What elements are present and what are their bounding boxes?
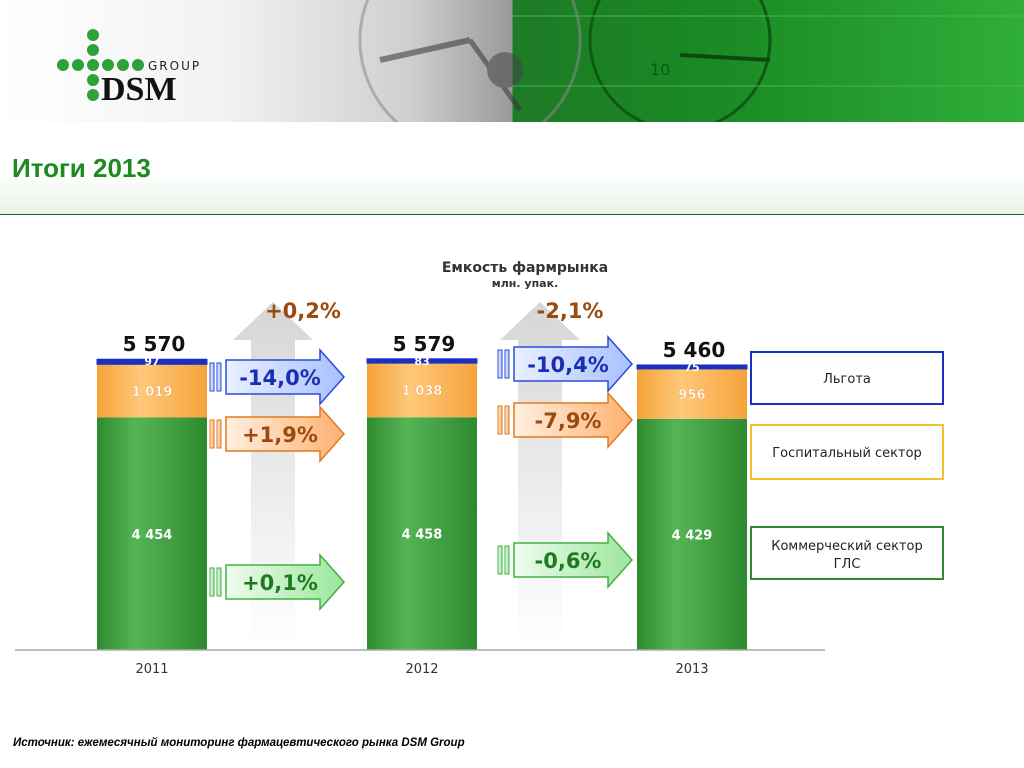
arrow-stripe	[497, 545, 503, 575]
bar-hospital-2011	[97, 364, 207, 418]
bar-commercial-2011	[97, 417, 207, 650]
arrow-stripe	[209, 567, 215, 597]
change-arrow-hospital	[513, 391, 634, 449]
arrow-stripe	[216, 567, 222, 597]
logo-dots-icon	[57, 29, 144, 101]
x-tick-2012: 2012	[405, 662, 438, 677]
total-label-2013: 5 460	[663, 338, 726, 362]
change-label-benefit: -10,4%	[527, 353, 609, 377]
logo-sub: GROUP	[148, 59, 201, 73]
clock-decoration-right: 10	[512, 0, 1024, 122]
arrow-stripe	[504, 405, 510, 435]
chart-subtitle: млн. упак.	[492, 277, 559, 290]
logo-word: DSM	[101, 71, 177, 108]
legend: Льгота Госпитальный сектор Коммерческий се…	[750, 351, 944, 580]
data-label-hospital-2013: 956	[678, 388, 705, 403]
x-tick-labels: 2011 2012 2013	[135, 662, 708, 677]
change-arrow-benefit	[513, 335, 634, 393]
total-change-label: +0,2%	[265, 299, 341, 323]
svg-text:10: 10	[650, 60, 670, 79]
x-tick-2011: 2011	[135, 662, 168, 677]
arrow-stripe	[497, 349, 503, 379]
arrow-stripe	[209, 419, 215, 449]
legend-box-hospital	[750, 424, 944, 480]
bar-benefit-2013	[636, 364, 748, 370]
data-label-commercial-2011: 4 454	[132, 528, 173, 543]
total-label-2011: 5 570	[123, 332, 186, 356]
page-title: Итоги 2013	[12, 153, 151, 183]
data-label-hospital-2011: 1 019	[132, 385, 173, 400]
x-tick-2013: 2013	[675, 662, 708, 677]
bar-hospital-2012	[367, 363, 477, 418]
legend-box-commercial	[750, 526, 944, 580]
header-banner: 10 GROUP DSM	[0, 0, 1024, 122]
arrow-stripe	[216, 362, 222, 392]
total-change-label: -2,1%	[537, 299, 604, 323]
bar-benefit-2011	[96, 358, 208, 365]
change-arrow-commercial	[513, 531, 634, 589]
change-arrow-hospital	[225, 405, 346, 463]
data-label-hospital-2012: 1 038	[402, 384, 443, 399]
arrow-stripe	[504, 349, 510, 379]
legend-label-hospital: Госпитальный сектор	[772, 446, 922, 461]
bar-commercial-2013	[637, 418, 747, 650]
dsm-logo: GROUP DSM	[57, 29, 201, 108]
market-capacity-chart: Емкость фармрынка млн. упак. +0,2% -2,1% …	[15, 260, 944, 677]
segment-change-arrows: -14,0% +1,9% +0,1% -10,4% -7,9% -0,6%	[209, 335, 634, 611]
data-label-benefit-2012: 83	[414, 355, 429, 368]
title-band	[0, 122, 1024, 215]
legend-box-benefit	[750, 351, 944, 405]
bar-hospital-2013	[637, 368, 747, 419]
bar-benefit-2012	[366, 358, 478, 364]
data-label-benefit-2013: 75	[684, 361, 699, 374]
change-arrow-benefit	[225, 348, 346, 406]
total-label-2012: 5 579	[393, 332, 456, 356]
change-label-hospital: +1,9%	[242, 423, 318, 447]
change-label-commercial: -0,6%	[535, 549, 602, 573]
change-label-hospital: -7,9%	[535, 409, 602, 433]
arrow-stripe	[216, 419, 222, 449]
legend-label-commercial: Коммерческий сектор ГЛС	[771, 539, 923, 572]
bars: 4 454 1 019 975 570 4 458 1 038 835 579 4 429 9…	[96, 332, 748, 650]
data-label-benefit-2011: 97	[144, 355, 159, 368]
data-label-commercial-2012: 4 458	[402, 528, 443, 543]
change-label-commercial: +0,1%	[242, 571, 318, 595]
footer-source: Источник: ежемесячный мониторинг фармаце…	[13, 737, 465, 749]
data-label-commercial-2013: 4 429	[672, 528, 713, 543]
arrow-stripe	[497, 405, 503, 435]
clock-decoration-left	[358, 0, 582, 122]
bar-commercial-2012	[367, 417, 477, 650]
arrow-stripe	[209, 362, 215, 392]
change-arrow-commercial	[225, 553, 346, 611]
legend-label-benefit: Льгота	[823, 372, 871, 387]
arrow-stripe	[504, 545, 510, 575]
change-label-benefit: -14,0%	[239, 366, 321, 390]
chart-title: Емкость фармрынка	[442, 260, 608, 276]
header-graphic: 10 GROUP DSM	[57, 0, 1024, 122]
